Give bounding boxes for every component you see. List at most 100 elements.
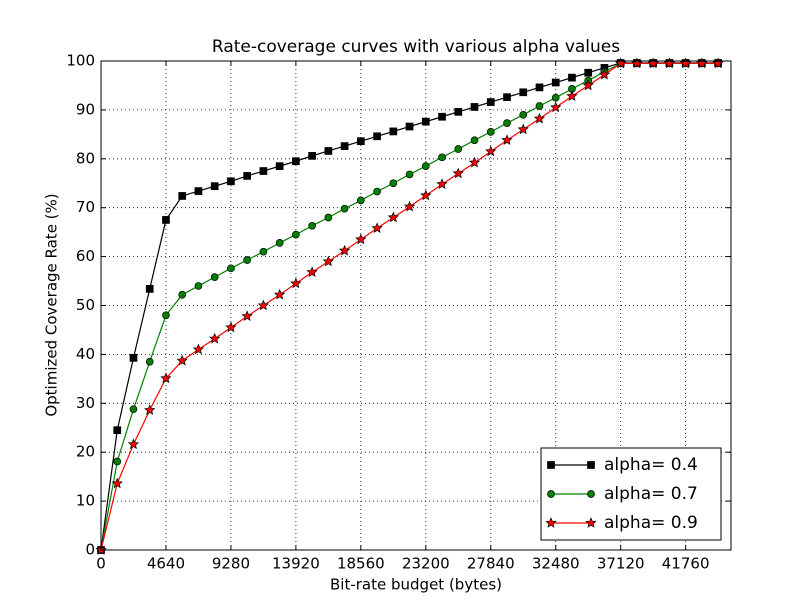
marker [533,112,546,124]
marker [680,57,692,69]
y-tick-label: 70 [76,198,95,216]
marker [615,57,627,69]
marker [340,204,349,213]
marker [535,83,544,92]
chart-title: Rate-coverage curves with various alpha … [212,37,620,57]
x-tick-label: 18560 [337,555,385,573]
legend-label: alpha= 0.4 [604,455,698,475]
plot-frame [100,60,732,551]
marker [355,233,367,245]
x-tick-label: 9280 [212,555,250,573]
marker [470,103,479,111]
marker [176,354,188,366]
marker [389,179,398,188]
marker [324,213,333,222]
x-tick-label: 4640 [147,555,185,573]
marker [582,79,594,91]
marker [550,101,562,113]
marker [519,110,528,119]
marker [113,426,122,435]
marker [587,490,595,498]
x-tick-label: 32480 [532,555,580,573]
marker [598,68,611,80]
marker [340,142,349,150]
marker [259,247,268,256]
y-axis-label: Optimized Coverage Rate (%) [43,193,61,416]
marker [111,477,123,489]
marker [129,405,138,414]
marker [545,517,557,528]
marker [631,57,643,69]
marker [178,192,187,200]
marker [535,102,544,110]
marker [356,137,365,146]
x-tick-label: 0 [96,555,106,573]
marker [438,112,446,121]
marker [485,145,497,157]
x-tick-label: 23200 [402,555,450,573]
marker [551,93,560,102]
marker [292,230,300,239]
x-tick-label: 13920 [272,555,320,573]
marker [438,153,446,162]
y-tick-label: 50 [76,296,95,314]
marker [162,311,170,320]
marker [274,288,286,300]
x-tick-label: 41760 [662,555,710,573]
marker [113,457,122,466]
y-tick-label: 30 [76,394,95,412]
marker [324,147,333,155]
marker [308,152,316,160]
marker [290,277,302,289]
x-axis-label: Bit-rate budget (bytes) [330,576,502,594]
marker [663,57,676,69]
y-tick-label: 40 [76,345,95,363]
marker [551,78,560,87]
marker [405,170,414,179]
legend-label: alpha= 0.9 [604,513,698,533]
y-tick-label: 100 [66,52,95,70]
x-tick-label: 37120 [597,555,645,573]
marker [585,517,597,528]
marker [712,57,724,69]
marker [420,189,432,201]
marker [517,123,529,135]
marker [373,187,381,196]
marker [470,136,479,145]
marker [194,187,203,195]
marker [421,162,430,170]
marker [145,357,154,366]
marker [145,285,154,293]
marker [373,132,381,141]
marker [162,216,170,224]
marker [503,93,511,102]
marker [306,266,318,278]
marker [322,255,334,267]
marker [210,273,219,281]
marker [275,162,284,170]
marker [486,128,495,136]
y-tick-label: 80 [76,149,95,167]
marker [257,299,270,311]
marker [696,57,708,69]
marker [584,68,593,77]
marker [194,282,203,290]
marker [421,117,430,126]
marker [275,239,284,247]
marker [454,108,463,116]
marker [403,200,416,212]
marker [259,167,268,175]
marker [241,310,253,322]
marker [178,290,187,299]
marker [547,461,555,469]
marker [547,490,555,498]
marker [160,372,172,384]
marker [308,221,316,230]
marker [501,134,513,145]
marker [127,438,140,450]
marker [356,196,365,205]
marker [468,156,481,168]
x-tick-label: 27840 [467,555,515,573]
marker [338,244,351,256]
